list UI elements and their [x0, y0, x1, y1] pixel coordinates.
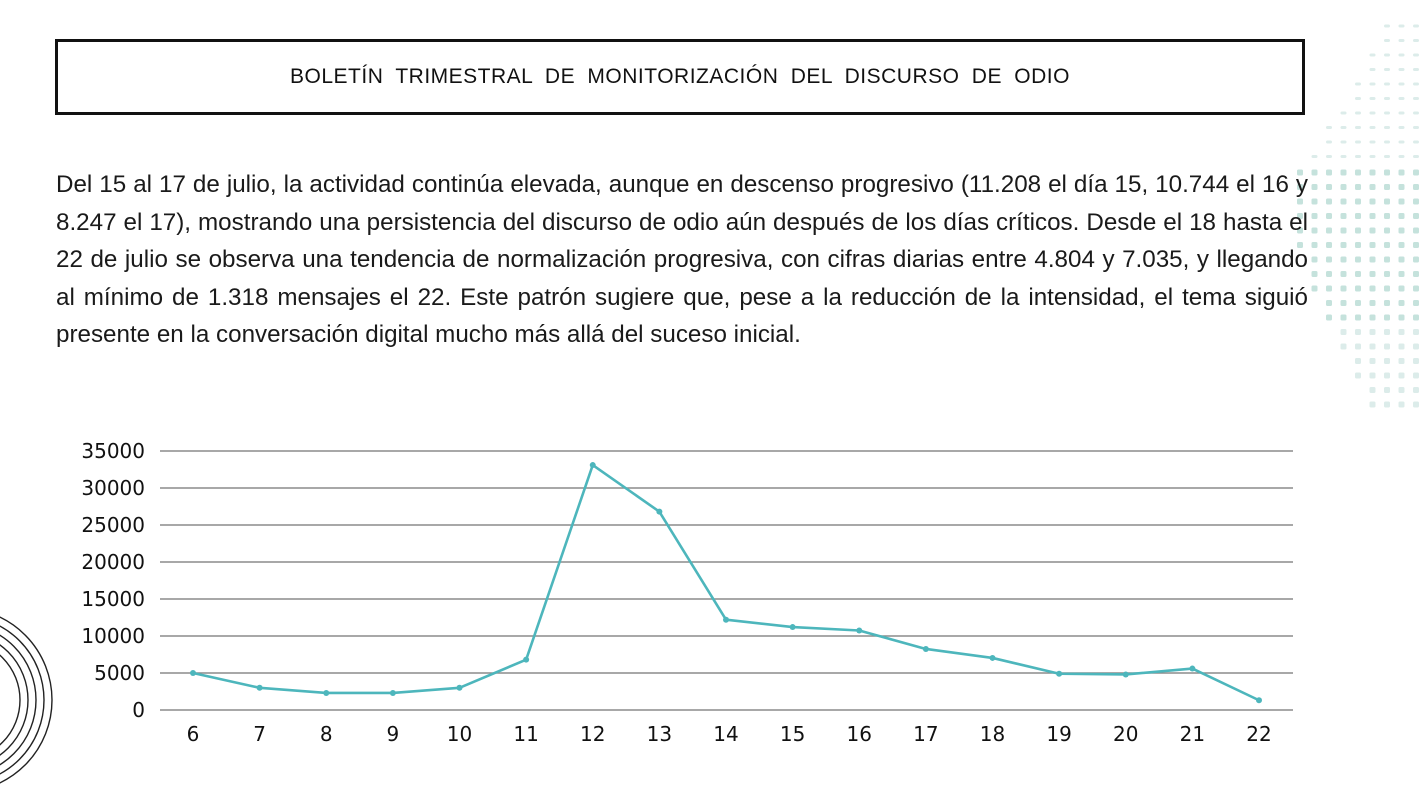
x-tick-label: 10 [447, 722, 472, 746]
x-tick-label: 18 [980, 722, 1005, 746]
decorative-dot-pattern [1297, 24, 1419, 408]
y-tick-label: 30000 [81, 476, 145, 500]
data-point [389, 689, 396, 696]
x-tick-label: 7 [253, 722, 266, 746]
chart-gridlines [160, 450, 1293, 711]
data-point [256, 684, 263, 691]
data-point [1256, 697, 1262, 704]
x-tick-label: 9 [387, 722, 400, 746]
data-point [989, 654, 996, 661]
chart-x-axis: 6 7 8 9 10 11 12 13 14 15 16 17 18 19 20 21 22 [187, 722, 1272, 746]
data-point [789, 624, 796, 631]
line-chart: 0 5000 10000 15000 20000 25000 30000 35000 6 7 8 9… [81, 439, 1293, 746]
data-point [1189, 665, 1196, 672]
x-tick-label: 11 [513, 722, 538, 746]
data-point [456, 684, 463, 691]
data-point [589, 462, 596, 469]
y-tick-label: 5000 [94, 661, 145, 685]
data-point [323, 689, 330, 696]
x-tick-label: 19 [1046, 722, 1071, 746]
y-tick-label: 20000 [81, 550, 145, 574]
data-point [656, 508, 663, 515]
data-point [523, 656, 530, 663]
decorative-arcs [0, 616, 53, 784]
x-tick-label: 15 [780, 722, 805, 746]
x-tick-label: 20 [1113, 722, 1138, 746]
x-tick-label: 21 [1180, 722, 1205, 746]
x-tick-label: 14 [713, 722, 738, 746]
data-point [190, 670, 196, 676]
analysis-paragraph: Del 15 al 17 de julio, la actividad cont… [56, 171, 1308, 348]
x-tick-label: 12 [580, 722, 605, 746]
x-tick-label: 13 [647, 722, 672, 746]
bulletin-title: BOLETÍN TRIMESTRAL DE MONITORIZACIÓN DEL… [290, 65, 1070, 88]
data-point [1056, 670, 1063, 677]
chart-series-line [192, 463, 1260, 702]
y-tick-label: 35000 [81, 439, 145, 463]
y-tick-label: 10000 [81, 624, 145, 648]
y-tick-label: 0 [132, 698, 145, 722]
y-tick-label: 25000 [81, 513, 145, 537]
y-tick-label: 15000 [81, 587, 145, 611]
x-tick-label: 6 [187, 722, 200, 746]
x-tick-label: 16 [847, 722, 872, 746]
data-point [922, 645, 929, 652]
data-point [1122, 671, 1129, 678]
chart-y-axis: 0 5000 10000 15000 20000 25000 30000 35000 [81, 439, 145, 722]
x-tick-label: 8 [320, 722, 333, 746]
chart-data-markers [190, 462, 1262, 704]
x-tick-label: 22 [1246, 722, 1271, 746]
bulletin-header: BOLETÍN TRIMESTRAL DE MONITORIZACIÓN DEL… [55, 39, 1305, 115]
data-point [856, 627, 863, 634]
x-tick-label: 17 [913, 722, 938, 746]
data-point [723, 616, 729, 623]
